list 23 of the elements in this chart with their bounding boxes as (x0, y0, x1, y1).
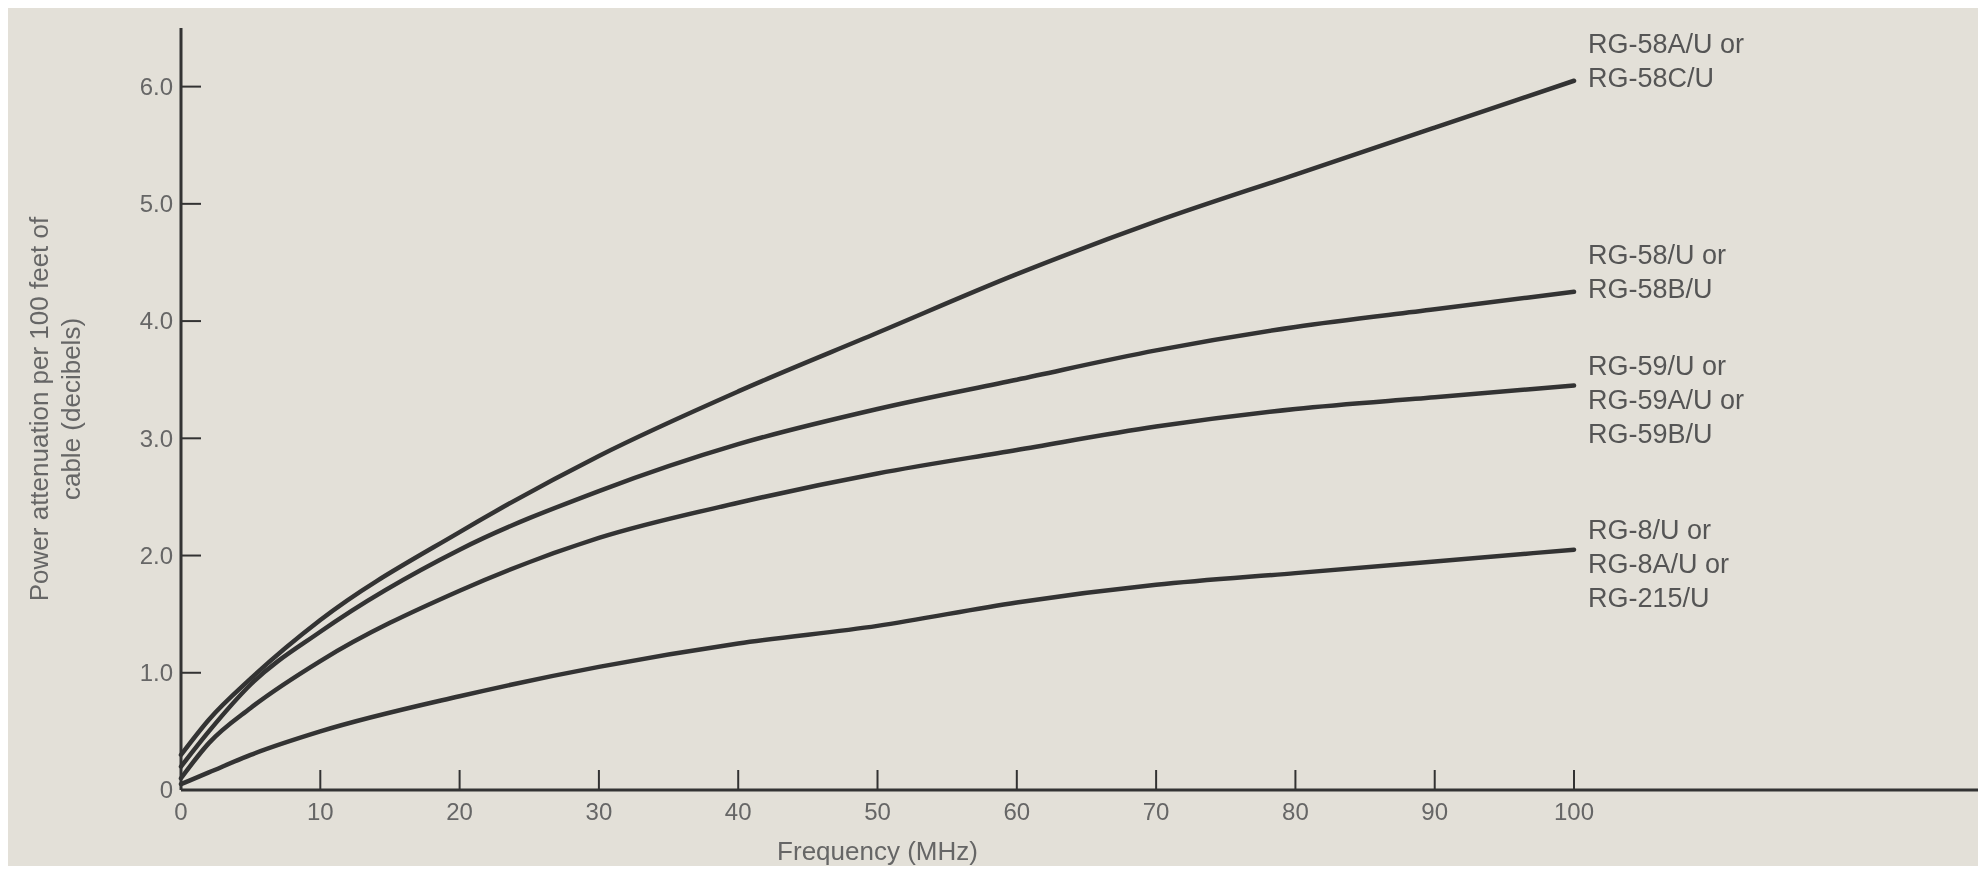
x-tick-label: 20 (446, 798, 473, 825)
x-tick-label: 50 (864, 798, 891, 825)
x-tick-label: 90 (1421, 798, 1449, 825)
series-label: RG-8/U or RG-8A/U or RG-215/U (1588, 514, 1730, 613)
x-axis-title: Frequency (MHz) (777, 836, 978, 866)
series-label: RG-59/U or RG-59A/U or RG-59B/U (1588, 350, 1745, 449)
y-tick-label: 3.0 (139, 424, 173, 452)
y-tick-label: 0 (159, 776, 173, 804)
y-axis-title: Power attenuation per 100 feet of cable (decibels) (24, 215, 86, 602)
y-tick-label: 4.0 (139, 307, 173, 335)
x-tick-label: 10 (306, 798, 334, 825)
series-label: RG-58A/U or RG-58C/U (1588, 28, 1745, 93)
series-label: RG-58/U or RG-58B/U (1588, 239, 1727, 304)
y-tick-label: 5.0 (139, 190, 173, 218)
x-tick-label: 80 (1282, 798, 1309, 825)
x-tick-label: 100 (1554, 798, 1595, 825)
y-tick-label: 6.0 (139, 73, 173, 101)
x-tick-label: 40 (724, 798, 752, 825)
x-tick-label: 30 (585, 798, 613, 825)
x-tick-label: 60 (1003, 798, 1031, 825)
x-tick-label: 70 (1142, 798, 1170, 825)
y-tick-label: 2.0 (139, 541, 173, 569)
y-tick-label: 1.0 (139, 659, 173, 687)
